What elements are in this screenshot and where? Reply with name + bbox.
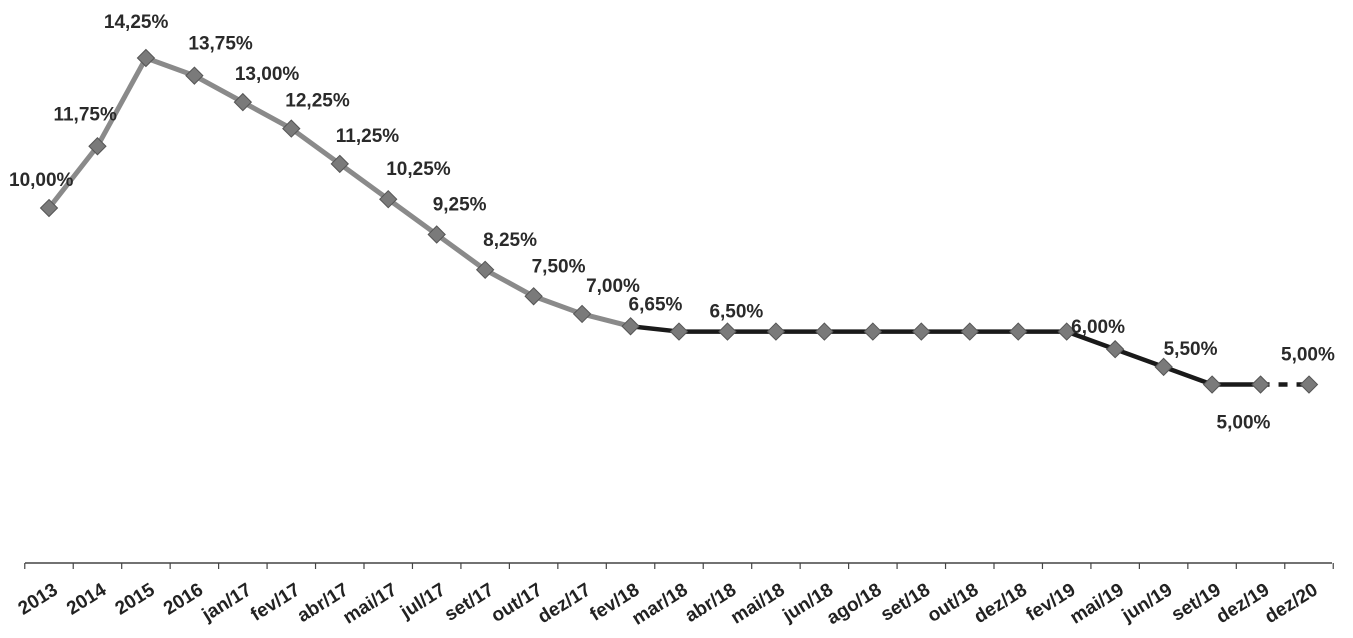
data-point-marker (379, 189, 398, 209)
data-label: 13,75% (188, 34, 253, 55)
data-label: 7,50% (532, 256, 586, 277)
data-point-marker (427, 225, 446, 244)
data-point-marker (185, 66, 204, 85)
x-tick-label: 2014 (63, 579, 110, 619)
data-point-marker (572, 304, 592, 324)
data-point-marker (136, 48, 156, 68)
data-point-marker (1009, 322, 1028, 341)
data-point-marker (815, 322, 834, 341)
line-segment (94, 55, 149, 149)
data-point-marker (524, 287, 543, 306)
data-label: 14,25% (104, 12, 169, 33)
data-label: 7,00% (586, 276, 640, 297)
x-tick-label: 2013 (15, 579, 62, 619)
data-point-marker (1299, 375, 1319, 394)
data-point-marker (863, 322, 883, 341)
x-tick-label: out/18 (924, 579, 983, 626)
data-label: 5,00% (1281, 345, 1335, 366)
x-tick-label: set/19 (1168, 579, 1225, 625)
x-tick-label: ago/18 (823, 579, 885, 629)
data-label: 13,00% (235, 64, 300, 85)
data-point-marker (718, 322, 737, 341)
data-label: 12,25% (285, 91, 350, 112)
x-tick-label: mai/17 (340, 579, 401, 628)
x-tick-label: abr/18 (682, 579, 741, 626)
data-point-marker (1202, 375, 1222, 394)
data-label: 11,25% (336, 126, 399, 147)
data-point-marker (960, 322, 979, 341)
line-segment (385, 196, 440, 237)
data-label: 10,25% (386, 159, 451, 180)
x-axis: 2013 2014 2015 2016jan/17fev/17abr/17mai/17… (15, 562, 1334, 630)
x-tick-label: set/18 (877, 579, 934, 625)
data-markers (39, 48, 1319, 394)
line-segment (46, 143, 100, 211)
data-point-marker (669, 322, 689, 341)
data-label: 11,75% (53, 104, 116, 125)
data-label: 10,00% (9, 170, 74, 191)
x-tick-label: dez/17 (534, 579, 594, 628)
data-label: 6,65% (629, 294, 683, 315)
data-point-marker (1251, 375, 1270, 394)
line-segment (531, 293, 585, 317)
data-point-marker (475, 260, 495, 280)
line-segment (191, 73, 246, 105)
x-tick-label: mai/18 (727, 579, 788, 628)
data-point-marker (912, 322, 931, 341)
x-tick-label: mar/18 (629, 579, 692, 629)
data-point-marker (1057, 322, 1076, 341)
data-point-marker (233, 92, 253, 112)
data-label: 6,50% (709, 302, 763, 323)
x-tick-label: jul/17 (396, 579, 449, 623)
line-segment (1112, 346, 1166, 370)
data-label: 9,25% (433, 195, 487, 216)
data-point-marker (1154, 357, 1173, 377)
x-tick-label: jun/19 (1118, 579, 1177, 626)
data-point-marker (330, 154, 349, 174)
line-segment (1161, 364, 1215, 387)
x-tick-label: out/17 (488, 579, 547, 626)
x-tick-label: 2016 (160, 579, 207, 619)
data-label: 5,50% (1164, 339, 1218, 360)
x-tick-label: abr/17 (294, 579, 353, 626)
x-tick-label: mai/19 (1067, 579, 1128, 628)
data-label: 5,00% (1217, 413, 1271, 434)
x-tick-label: fev/17 (247, 579, 304, 625)
line-segment (143, 55, 197, 79)
data-point-marker (621, 317, 640, 336)
data-label: 8,25% (483, 230, 537, 251)
x-tick-label: dez/20 (1261, 579, 1321, 628)
line-segment (482, 267, 537, 299)
line-segment (337, 161, 391, 202)
data-point-marker (39, 198, 59, 218)
line-segment (1064, 329, 1118, 352)
x-tick-label: dez/19 (1213, 579, 1273, 628)
data-labels: 10,00% 11,75% 14,25% 13,75% 13,00% 12,25% 11,2… (9, 12, 1335, 434)
data-label: 6,00% (1071, 317, 1125, 338)
line-segment (240, 99, 294, 132)
x-tick-label: dez/18 (970, 579, 1030, 628)
x-tick-label: jan/17 (198, 579, 256, 626)
x-tick-label: set/17 (441, 579, 498, 625)
data-point-marker (1105, 340, 1125, 359)
data-point-marker (282, 119, 301, 138)
x-tick-label: 2015 (112, 579, 159, 619)
line-segment (579, 311, 634, 329)
data-point-marker (88, 137, 107, 156)
data-point-marker (766, 322, 786, 341)
line-segment (288, 126, 343, 167)
line-segment (434, 232, 488, 273)
